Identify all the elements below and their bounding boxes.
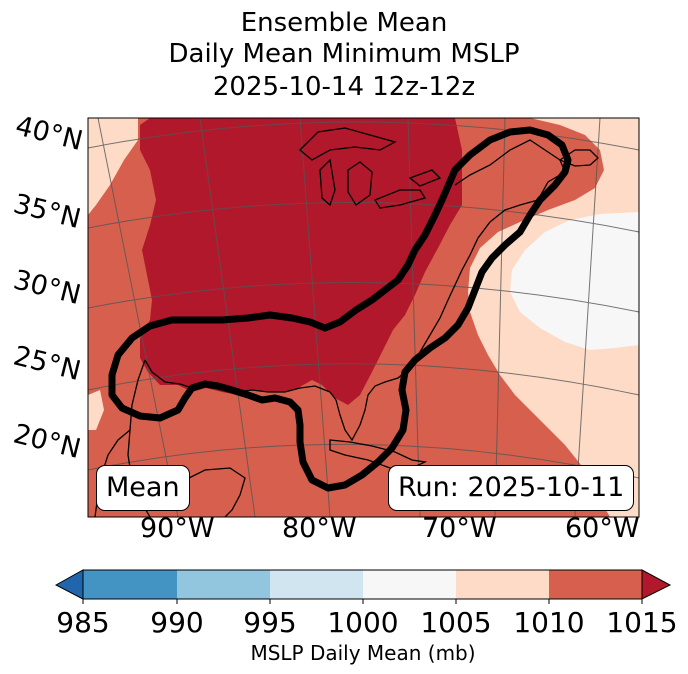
colorbar-extend-low bbox=[54, 569, 84, 600]
lon-label-60w: 60°W bbox=[565, 513, 640, 544]
title-line-2: Daily Mean Minimum MSLP bbox=[168, 39, 520, 69]
field-1010-1015-coastal bbox=[420, 118, 590, 517]
field-1000-1005 bbox=[510, 212, 639, 350]
colorbar-bin-1005-1010 bbox=[456, 570, 549, 599]
colorbar-title: MSLP Daily Mean (mb) bbox=[250, 641, 476, 665]
colorbar-bin-1000-1005 bbox=[363, 570, 456, 599]
colorbar-extend-high bbox=[641, 569, 672, 600]
colorbar-tick-1010: 1010 bbox=[513, 606, 585, 639]
mean-label-box: Mean bbox=[96, 465, 190, 511]
field-1005-1010-west bbox=[88, 118, 138, 215]
colorbar-bin-995-1000 bbox=[270, 570, 363, 599]
colorbar-tick-995: 995 bbox=[243, 606, 297, 639]
colorbar-tick-1005: 1005 bbox=[420, 606, 492, 639]
lon-label-70w: 70°W bbox=[422, 513, 497, 544]
title-line-3: 2025-10-14 12z-12z bbox=[212, 72, 476, 102]
title-line-1: Ensemble Mean bbox=[240, 8, 448, 38]
colorbar-tick-1015: 1015 bbox=[606, 606, 678, 639]
colorbar-bin-985-990 bbox=[83, 570, 177, 599]
colorbar-tick-1000: 1000 bbox=[327, 606, 399, 639]
lon-label-80w: 80°W bbox=[282, 513, 357, 544]
colorbar-tick-990: 990 bbox=[150, 606, 204, 639]
colorbar-bin-1010-1015 bbox=[549, 570, 642, 599]
colorbar bbox=[54, 569, 672, 604]
run-label-box: Run: 2025-10-11 bbox=[388, 465, 635, 511]
lon-label-90w: 90°W bbox=[140, 513, 215, 544]
contour-outline bbox=[108, 126, 572, 492]
map-frame bbox=[87, 117, 640, 518]
field-1005-1010-gulf-west bbox=[88, 390, 104, 430]
field-over-1015 bbox=[140, 118, 462, 405]
map-panel bbox=[88, 118, 639, 517]
colorbar-bin-990-995 bbox=[177, 570, 270, 599]
colorbar-tick-985: 985 bbox=[56, 606, 110, 639]
